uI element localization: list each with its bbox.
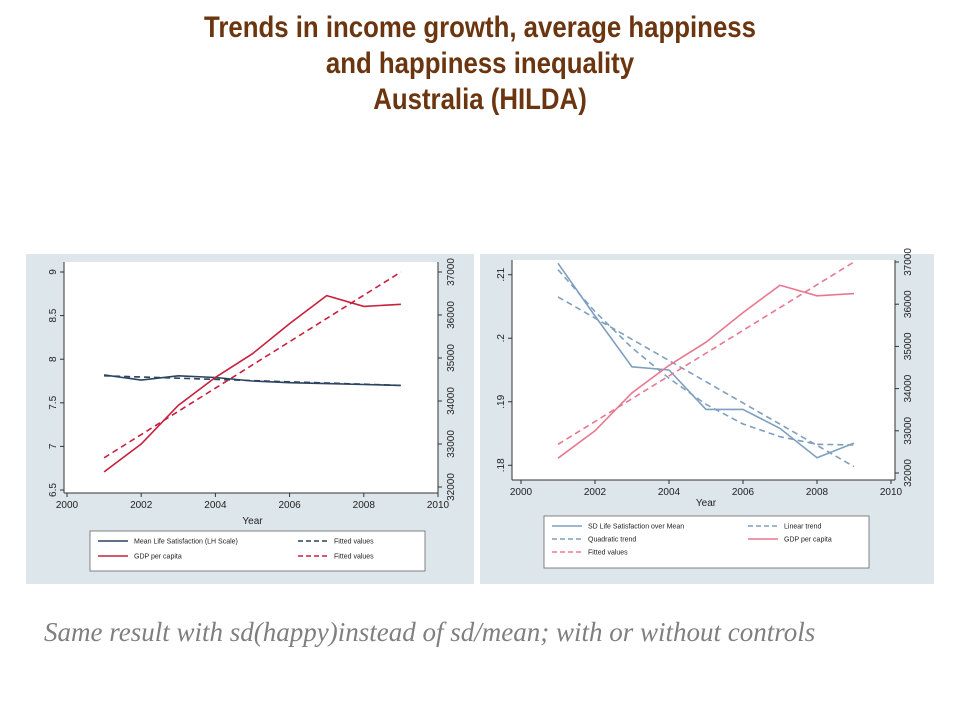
legend-label: Fitted values (588, 550, 628, 557)
x-tick-label: 2000 (56, 500, 79, 511)
legend-box (543, 515, 870, 569)
y-left-tick-label: 7 (48, 443, 59, 449)
y-left-tick-label: 6.5 (48, 483, 59, 497)
y-right-tick-label: 36000 (446, 301, 457, 329)
title-line-1: Trends in income growth, average happine… (204, 11, 756, 44)
x-tick-label: 2010 (880, 487, 903, 498)
legend-label: Fitted values (334, 554, 374, 561)
chart-2: 2000 2002 2004 2006 2008 2010 Year .18 .19 .2 .21 3… (496, 248, 914, 569)
title-line-3: Australia (HILDA) (373, 83, 587, 116)
y-left-tick-label: .21 (496, 267, 507, 281)
x-axis-title: Year (242, 516, 263, 527)
x-tick-label: 2004 (658, 487, 681, 498)
y-right-tick-label: 33000 (903, 416, 914, 444)
legend-label: GDP per capita (784, 537, 832, 544)
series-line-1 (103, 374, 401, 387)
x-tick-label: 2008 (353, 500, 376, 511)
y-left-tick-label: .2 (496, 334, 507, 343)
y-right-tick-label: 37000 (903, 248, 914, 276)
y-left-tick-label: 8.5 (48, 308, 59, 322)
y-left-tick-label: 7.5 (48, 395, 59, 409)
y-right-tick-label: 34000 (446, 387, 457, 415)
series-line-2 (557, 296, 855, 468)
y-right-tick-label: 35000 (903, 332, 914, 360)
legend-label: Quadratic trend (588, 537, 636, 544)
series-line-4 (557, 284, 855, 459)
x-tick-label: 2010 (427, 500, 450, 511)
title-line-2: and happiness inequality (325, 47, 635, 80)
y-left-tick-label: .19 (496, 394, 507, 408)
series-line-4 (103, 271, 402, 459)
x-tick-label: 2008 (806, 487, 829, 498)
chart-1: 2000 2002 2004 2006 2008 2010 Year 6.5 7 7.5 8 8.5 9… (48, 258, 457, 572)
series-line-1 (557, 262, 855, 459)
caption-text: Same result with sd(happy)instead of sd/… (44, 617, 816, 647)
y-left-tick-label: 9 (48, 269, 59, 275)
legend-label: Fitted values (334, 539, 374, 546)
legend-label: Linear trend (784, 524, 821, 531)
x-tick-label: 2006 (278, 500, 301, 511)
series-line-5 (557, 261, 855, 445)
legend-box (89, 530, 426, 572)
legend-label: GDP per capita (134, 554, 182, 561)
y-right-tick-label: 36000 (903, 290, 914, 318)
x-tick-label: 2000 (510, 487, 533, 498)
y-left-tick-label: .18 (496, 458, 507, 472)
x-tick-label: 2002 (130, 500, 153, 511)
x-tick-label: 2004 (204, 500, 227, 511)
legend-label: SD Life Satisfaction over Mean (588, 524, 684, 531)
y-right-tick-label: 35000 (446, 344, 457, 372)
page-title: Trends in income growth, average happine… (67, 10, 893, 118)
y-right-tick-label: 34000 (903, 374, 914, 402)
legend-label: Mean Life Satisfaction (LH Scale) (134, 539, 238, 546)
series-line-3 (557, 269, 855, 446)
y-left-tick-label: 8 (48, 356, 59, 362)
y-right-tick-label: 32000 (446, 473, 457, 501)
x-axis-title: Year (696, 498, 717, 509)
y-right-tick-label: 32000 (903, 459, 914, 487)
x-tick-label: 2002 (584, 487, 607, 498)
plot-area (512, 260, 895, 480)
y-right-tick-label: 33000 (446, 430, 457, 458)
y-right-tick-label: 37000 (446, 258, 457, 286)
x-tick-label: 2006 (732, 487, 755, 498)
